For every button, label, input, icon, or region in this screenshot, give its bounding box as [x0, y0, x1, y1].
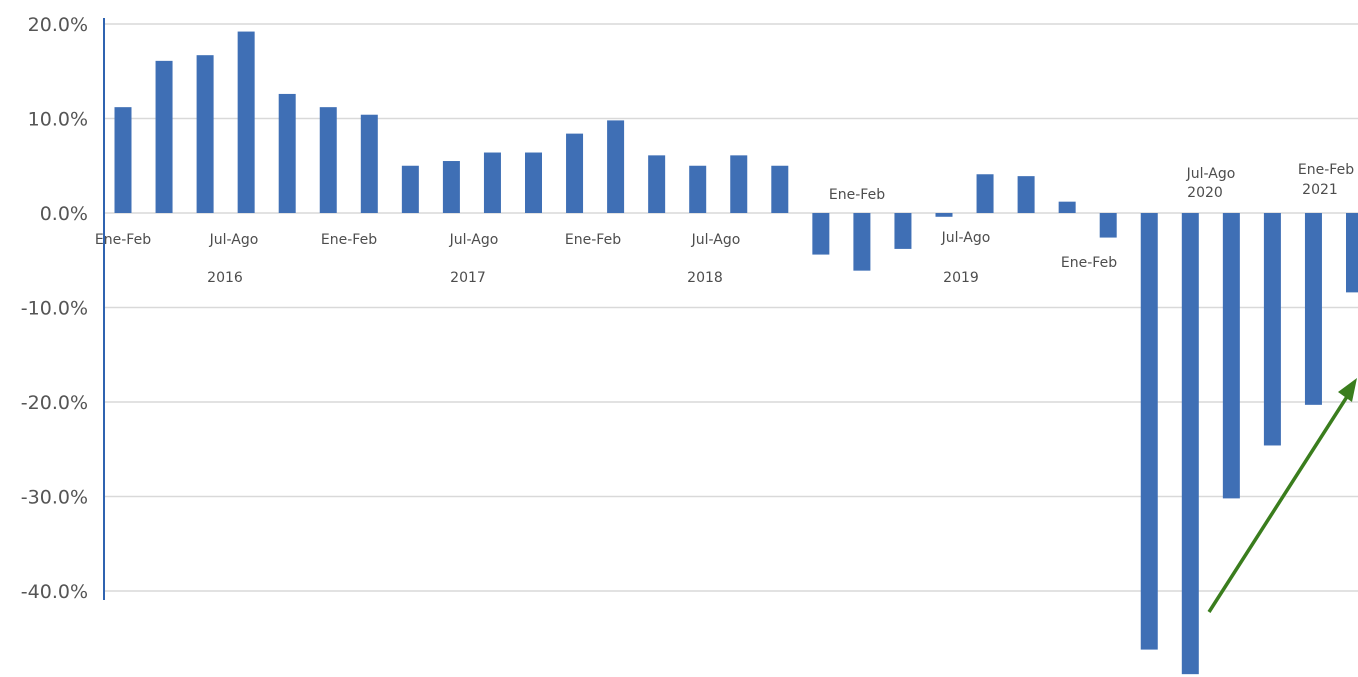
x-year-label: 2021	[1302, 182, 1338, 198]
arrow-shaft	[1207, 391, 1352, 613]
bar	[401, 165, 419, 213]
x-year-label: 2017	[450, 270, 486, 286]
bar	[237, 31, 255, 214]
bar	[1181, 213, 1199, 675]
bar	[1058, 201, 1076, 213]
x-axis-labels: Ene-Feb Jul-Ago Ene-Feb Jul-Ago Ene-Feb Jul-A…	[95, 162, 1354, 286]
y-tick-label: -30.0%	[21, 487, 88, 509]
bar	[360, 114, 378, 213]
trend-arrow	[1207, 378, 1357, 613]
bar	[935, 213, 953, 217]
bar	[812, 213, 830, 255]
x-period-label: Jul-Ago	[941, 230, 991, 246]
bar	[1099, 213, 1117, 238]
x-period-label: Jul-Ago	[1186, 166, 1236, 182]
bar	[1140, 213, 1158, 650]
arrow-head	[1338, 378, 1357, 402]
bars	[114, 31, 1358, 675]
y-tick-label: 20.0%	[28, 14, 88, 36]
bar	[894, 213, 912, 249]
bar	[319, 107, 337, 213]
bar	[853, 213, 871, 271]
x-year-label: 2016	[207, 270, 243, 286]
bar	[114, 107, 132, 213]
bar	[483, 152, 501, 213]
y-axis-ticks: 20.0% 10.0% 0.0% -10.0% -20.0% -30.0% -40.0%	[21, 14, 88, 603]
x-year-label: 2019	[943, 270, 979, 286]
bar	[607, 120, 625, 213]
bar	[648, 155, 666, 213]
y-tick-label: 0.0%	[40, 203, 88, 225]
bar	[278, 93, 296, 213]
x-period-label: Jul-Ago	[691, 232, 741, 248]
bar	[1263, 213, 1281, 446]
y-tick-label: -10.0%	[21, 298, 88, 320]
bar	[1017, 176, 1035, 213]
bar	[196, 55, 214, 214]
x-period-label: Ene-Feb	[565, 232, 621, 248]
bar	[155, 60, 173, 214]
bar	[1304, 213, 1322, 405]
bar	[566, 133, 584, 213]
x-period-label: Ene-Feb	[321, 232, 377, 248]
bar	[730, 155, 748, 213]
y-tick-label: 10.0%	[28, 109, 88, 131]
x-period-label: Ene-Feb	[1061, 255, 1117, 271]
bar	[1346, 213, 1358, 293]
x-period-label: Ene-Feb	[1298, 162, 1354, 178]
bar	[976, 174, 994, 213]
bar	[771, 165, 789, 213]
x-period-label: Jul-Ago	[209, 232, 259, 248]
x-period-label: Jul-Ago	[449, 232, 499, 248]
x-year-label: 2020	[1187, 185, 1223, 201]
bar	[525, 152, 542, 213]
x-period-label: Ene-Feb	[95, 232, 151, 248]
y-tick-label: -40.0%	[21, 581, 88, 603]
x-year-label: 2018	[687, 270, 723, 286]
bar	[689, 165, 707, 213]
bar	[1222, 213, 1240, 499]
x-period-label: Ene-Feb	[829, 187, 885, 203]
bar	[442, 161, 460, 213]
y-tick-label: -20.0%	[21, 392, 88, 414]
